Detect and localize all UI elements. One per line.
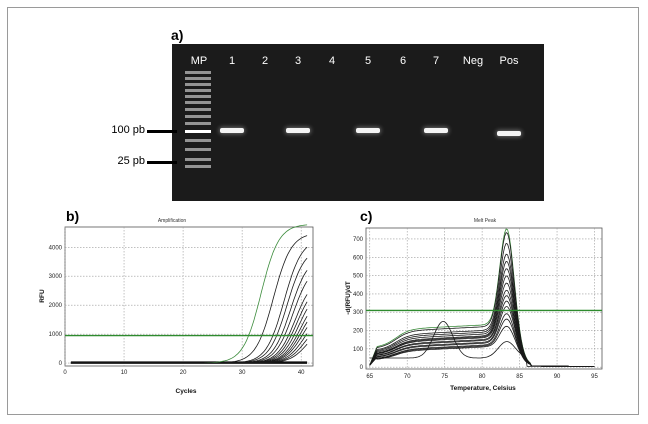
marker-label-25: 25 pb bbox=[117, 155, 145, 167]
chart-b-y-tick-label: 4000 bbox=[49, 245, 63, 251]
gel-band bbox=[286, 128, 310, 133]
marker-tick-100 bbox=[147, 130, 177, 133]
lane-label-neg: Neg bbox=[462, 55, 484, 67]
ladder-band bbox=[185, 71, 211, 74]
chart-c-ylabel: -d(RFU)/dT bbox=[345, 281, 352, 315]
ladder-band bbox=[185, 95, 211, 98]
gel-band bbox=[220, 128, 244, 133]
chart-c-y-tick-label: 600 bbox=[353, 255, 364, 261]
ladder-band bbox=[185, 139, 211, 142]
ladder-band bbox=[185, 122, 211, 125]
ladder-band bbox=[185, 89, 211, 92]
lane-label-1: 1 bbox=[228, 55, 236, 67]
lane-label-4: 4 bbox=[328, 55, 336, 67]
lane-label-mp: MP bbox=[190, 55, 208, 67]
chart-b-y-tick-label: 3000 bbox=[49, 274, 63, 280]
ladder-band bbox=[185, 130, 211, 133]
lane-label-7: 7 bbox=[432, 55, 440, 67]
ladder-band bbox=[185, 101, 211, 104]
panel-b-label: b) bbox=[66, 208, 80, 224]
chart-b-x-tick-label: 0 bbox=[63, 370, 67, 376]
marker-tick-25 bbox=[147, 161, 177, 164]
chart-c-xlabel: Temperature, Celsius bbox=[450, 385, 516, 392]
chart-c-x-tick-label: 65 bbox=[366, 374, 373, 380]
panel-a-label: a) bbox=[171, 27, 184, 43]
chart-c-title: Melt Peak bbox=[474, 218, 497, 224]
chart-c-y-tick-label: 100 bbox=[353, 347, 364, 353]
chart-b-plot-area bbox=[64, 226, 314, 367]
chart-b-y-tick-label: 0 bbox=[59, 361, 63, 367]
gel-band bbox=[356, 128, 380, 133]
chart-c-y-tick-label: 200 bbox=[353, 329, 364, 335]
chart-c-y-tick-label: 500 bbox=[353, 274, 364, 280]
chart-c-x-tick-label: 90 bbox=[554, 374, 561, 380]
ladder-band bbox=[185, 148, 211, 151]
ladder-band bbox=[185, 115, 211, 118]
chart-b-x-tick-label: 40 bbox=[298, 370, 305, 376]
chart-c-y-tick-label: 400 bbox=[353, 292, 364, 298]
gel-band bbox=[497, 131, 521, 136]
lane-label-5: 5 bbox=[364, 55, 372, 67]
marker-label-100: 100 pb bbox=[111, 124, 145, 136]
lane-label-pos: Pos bbox=[499, 55, 519, 67]
chart-b-title: Amplification bbox=[158, 218, 187, 224]
lane-label-3: 3 bbox=[294, 55, 302, 67]
chart-c-x-tick-label: 85 bbox=[516, 374, 523, 380]
chart-c-y-tick-label: 300 bbox=[353, 310, 364, 316]
chart-b-y-tick-label: 2000 bbox=[49, 303, 63, 309]
chart-c-y-tick-label: 700 bbox=[353, 237, 364, 243]
chart-c-bump-series bbox=[369, 320, 595, 367]
chart-b-series-line bbox=[70, 343, 308, 364]
panel-c-label: c) bbox=[360, 208, 373, 224]
chart-b-xlabel: Cycles bbox=[176, 388, 197, 395]
ladder-band bbox=[185, 83, 211, 86]
lane-label-6: 6 bbox=[399, 55, 407, 67]
chart-b-x-tick-label: 10 bbox=[121, 370, 128, 376]
chart-b-ylabel: RFU bbox=[39, 289, 46, 303]
gel-image bbox=[172, 44, 544, 201]
lane-label-2: 2 bbox=[261, 55, 269, 67]
chart-b-x-tick-label: 30 bbox=[239, 370, 246, 376]
chart-c-x-tick-label: 75 bbox=[441, 374, 448, 380]
ladder-band bbox=[185, 77, 211, 80]
ladder-band bbox=[185, 108, 211, 111]
chart-b-x-tick-label: 20 bbox=[180, 370, 187, 376]
ladder-band bbox=[185, 165, 211, 168]
chart-c-y-tick-label: 0 bbox=[360, 365, 364, 371]
gel-band bbox=[424, 128, 448, 133]
chart-b-y-tick-label: 1000 bbox=[49, 332, 63, 338]
chart-c-x-tick-label: 95 bbox=[591, 374, 598, 380]
ladder-band bbox=[185, 158, 211, 161]
chart-c-x-tick-label: 80 bbox=[479, 374, 486, 380]
chart-c-x-tick-label: 70 bbox=[404, 374, 411, 380]
